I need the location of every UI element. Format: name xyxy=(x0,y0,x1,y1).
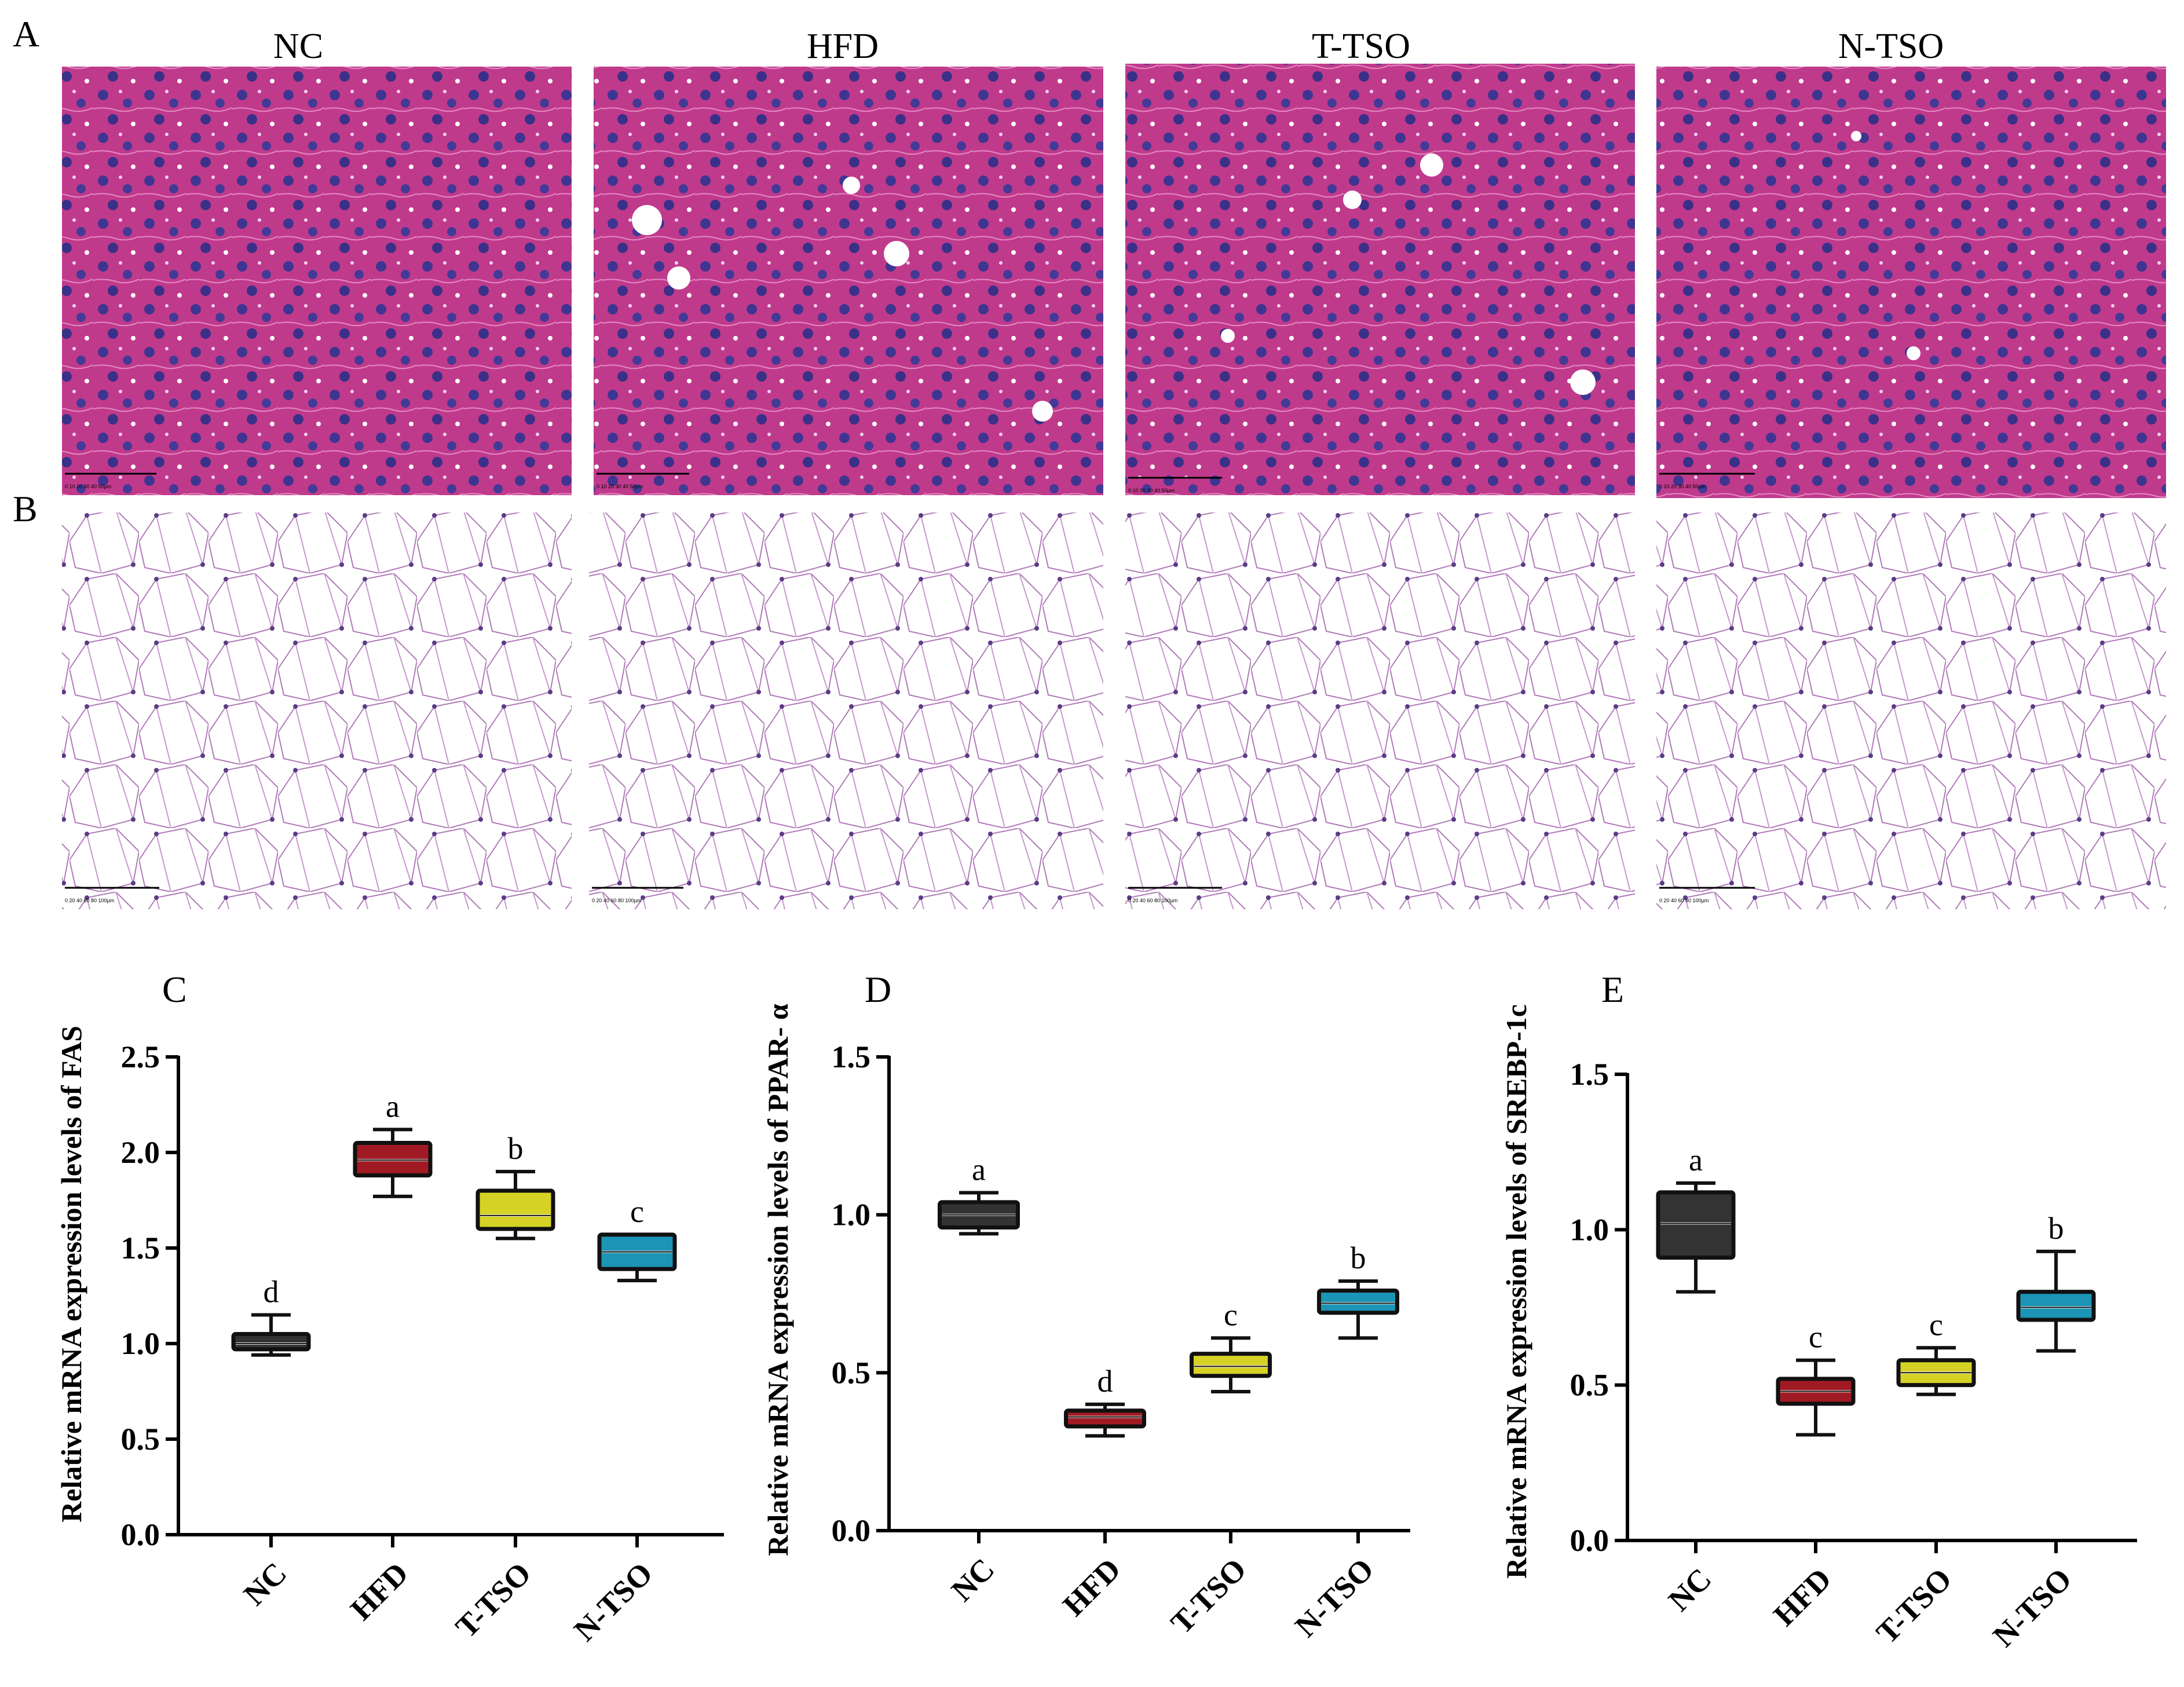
box-t-tso xyxy=(475,1188,555,1231)
x-category-label: NC xyxy=(237,1556,294,1612)
adipose-image-nc: 0 20 40 60 80 100µm xyxy=(62,513,572,909)
significance-letter: b xyxy=(1351,1240,1366,1275)
x-category-label: T-TSO xyxy=(1164,1551,1253,1641)
y-tick-label: 1.0 xyxy=(1570,1212,1609,1247)
liver-scale-bar-nc: 0 10 20 30 40 50µm xyxy=(65,484,111,489)
y-tick-label: 0.5 xyxy=(832,1355,871,1390)
adipose-scale-bar-hfd: 0 20 40 60 80 100µm xyxy=(592,898,641,903)
liver-image-nc: 0 10 20 30 40 50µm xyxy=(62,67,572,495)
adipose-scale-bar-t-tso: 0 20 40 60 80 100µm xyxy=(1128,898,1177,903)
chart-c-ylabel: Relative mRNA expression levels of FAS xyxy=(55,1026,87,1523)
panel-letter-c: C xyxy=(162,969,187,1010)
adipose-scale-bar-nc: 0 20 40 60 80 100µm xyxy=(65,898,114,903)
group-label-hfd: HFD xyxy=(807,27,879,66)
chart-e-ylabel: Relative mRNA expression levels of SREBP… xyxy=(1500,1004,1532,1579)
y-tick-label: 2.0 xyxy=(121,1135,160,1170)
liver-image-n-tso: 0 10 20 30 40 50µm xyxy=(1656,67,2166,498)
y-tick-label: 1.0 xyxy=(832,1198,871,1232)
y-tick-label: 0.0 xyxy=(832,1513,871,1548)
chart-c-plot: 0.0 0.5 1.0 1.5 2.0 2.5 d NC a HFD b T-TSO c N-TSO xyxy=(121,1040,724,1648)
x-category-label: N-TSO xyxy=(1288,1551,1380,1644)
y-tick-label: 0.5 xyxy=(1570,1368,1609,1403)
box-hfd xyxy=(1064,1408,1146,1429)
adipose-image-n-tso: 0 20 40 60 80 100µm xyxy=(1656,513,2166,909)
y-tick-label: 1.0 xyxy=(121,1326,160,1361)
box-nc xyxy=(231,1332,311,1352)
significance-letter: c xyxy=(1929,1307,1943,1342)
x-category-label: HFD xyxy=(1766,1561,1838,1633)
chart-c: C Relative mRNA expression levels of FAS… xyxy=(55,969,724,1648)
x-category-label: HFD xyxy=(343,1556,415,1627)
box-nc xyxy=(1656,1190,1736,1260)
adipose-scale-bar-n-tso: 0 20 40 60 80 100µm xyxy=(1659,898,1709,903)
liver-image-t-tso: 0 10 20 30 40 50µm xyxy=(1125,64,1635,495)
box-n-tso xyxy=(1317,1289,1399,1315)
significance-letter: a xyxy=(1689,1143,1703,1177)
adipose-image-hfd: 0 20 40 60 80 100µm xyxy=(589,513,1103,909)
y-tick-label: 1.5 xyxy=(121,1231,160,1265)
panel-letter-e: E xyxy=(1601,969,1624,1010)
chart-e-plot: 0.0 0.5 1.0 1.5 a NC c HFD c T-TSO b N-TSO xyxy=(1570,1057,2137,1653)
panel-letter-b: B xyxy=(13,488,38,529)
panel-letter-d: D xyxy=(865,969,891,1010)
group-label-t-tso: T-TSO xyxy=(1312,27,1410,66)
x-category-label: T-TSO xyxy=(449,1556,538,1645)
y-tick-label: 1.5 xyxy=(1570,1057,1609,1092)
x-category-label: T-TSO xyxy=(1870,1561,1959,1651)
y-tick-label: 0.0 xyxy=(1570,1523,1609,1558)
liver-scale-bar-n-tso: 0 10 20 30 40 50µm xyxy=(1659,484,1706,489)
liver-image-hfd: 0 10 20 30 40 50µm xyxy=(594,67,1103,495)
box-n-tso xyxy=(2016,1290,2096,1322)
significance-letter: c xyxy=(630,1194,644,1229)
liver-scale-bar-hfd: 0 10 20 30 40 50µm xyxy=(597,484,643,489)
significance-letter: d xyxy=(264,1275,279,1309)
box-t-tso xyxy=(1190,1352,1272,1378)
significance-letter: a xyxy=(972,1152,986,1187)
significance-letter: c xyxy=(1224,1297,1238,1332)
x-category-label: NC xyxy=(1662,1561,1718,1618)
adipose-image-t-tso: 0 20 40 60 80 100µm xyxy=(1125,513,1635,909)
liver-scale-bar-t-tso: 0 10 20 30 40 50µm xyxy=(1128,488,1175,493)
y-tick-label: 1.5 xyxy=(832,1040,871,1074)
x-category-label: N-TSO xyxy=(1986,1561,2078,1653)
significance-letter: c xyxy=(1809,1320,1823,1355)
x-category-label: N-TSO xyxy=(567,1556,659,1648)
chart-d-ylabel: Relative mRNA expression levels of PPAR-… xyxy=(762,1004,794,1556)
significance-letter: b xyxy=(508,1131,524,1166)
significance-letter: b xyxy=(2048,1211,2064,1246)
y-tick-label: 2.5 xyxy=(121,1040,160,1074)
group-label-n-tso: N-TSO xyxy=(1838,27,1944,66)
panel-letter-a: A xyxy=(13,13,39,54)
x-category-label: HFD xyxy=(1056,1551,1127,1623)
y-tick-label: 0.0 xyxy=(121,1517,160,1552)
chart-e: E Relative mRNA expression levels of SRE… xyxy=(1500,969,2137,1653)
chart-d: D Relative mRNA expression levels of PPA… xyxy=(762,969,1410,1644)
significance-letter: d xyxy=(1098,1364,1113,1399)
chart-d-plot: 0.0 0.5 1.0 1.5 a NC d HFD c T-TSO b N-TSO xyxy=(832,1040,1410,1644)
x-category-label: NC xyxy=(945,1551,1001,1608)
significance-letter: a xyxy=(386,1089,400,1124)
y-tick-label: 0.5 xyxy=(121,1422,160,1457)
group-label-nc: NC xyxy=(273,27,323,66)
